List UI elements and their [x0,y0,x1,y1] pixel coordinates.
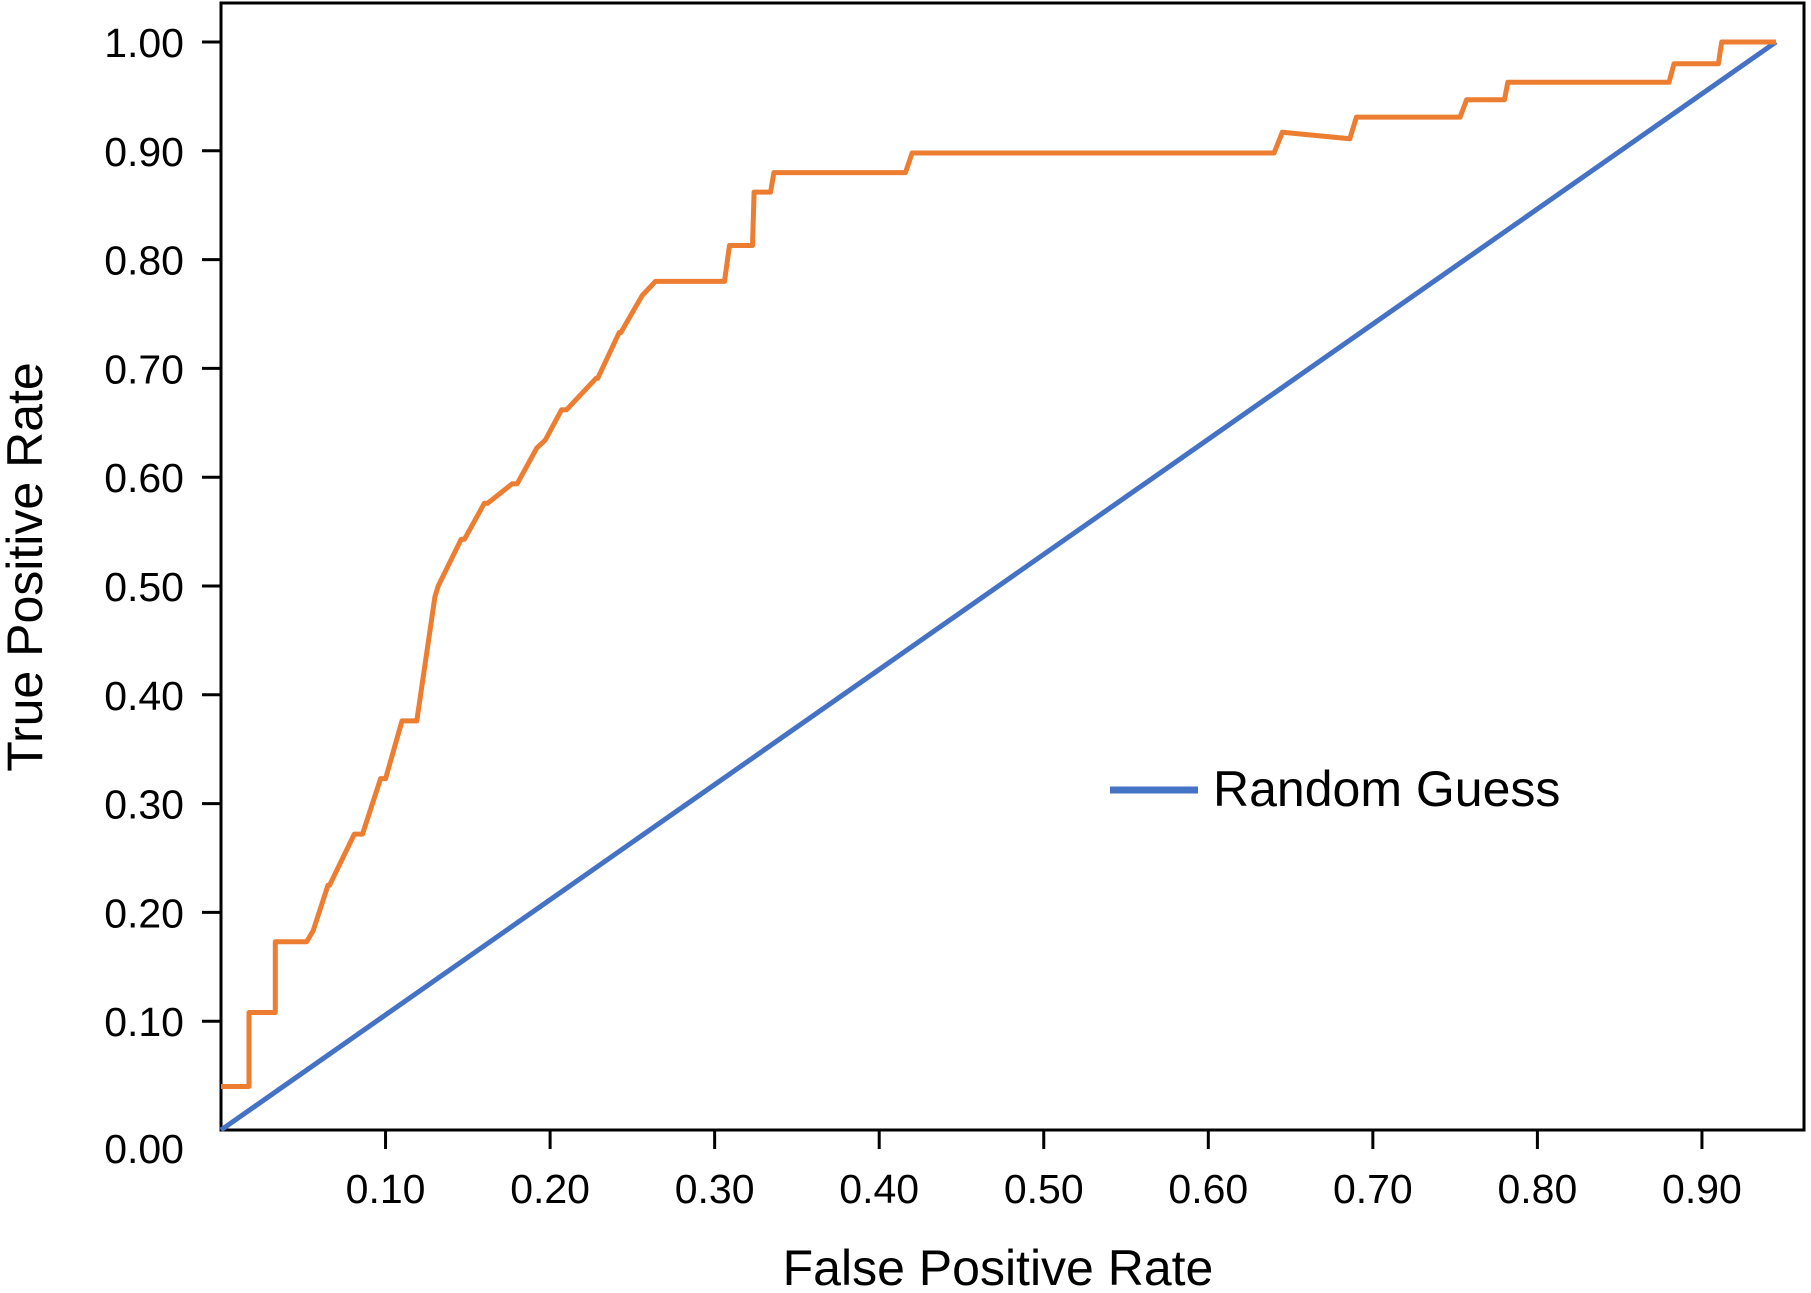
x-tick-label: 0.70 [1333,1166,1413,1212]
y-tick-label: 0.80 [104,238,184,284]
x-tick-label: 0.20 [510,1166,590,1212]
y-tick-label: 0.90 [104,129,184,175]
plot-frame [219,1,1806,1132]
x-tick-label: 0.80 [1497,1166,1577,1212]
x-tick-label: 0.50 [1004,1166,1084,1212]
x-tick-label: 0.40 [839,1166,919,1212]
legend: Random Guess [1110,761,1560,817]
y-tick-label: 0.20 [104,890,184,936]
x-tick-label: 0.30 [675,1166,755,1212]
series-line-random-guess [219,39,1778,1133]
y-axis-ticks: 0.10 0.20 0.30 0.40 0.50 0.60 0.70 0.80 0.90 1.00 [104,20,221,1045]
y-tick-label: 0.10 [104,999,184,1045]
x-tick-label: 0.90 [1662,1166,1742,1212]
x-axis-ticks: 0.10 0.20 0.30 0.40 0.50 0.60 0.70 0.80 0.90 [346,1130,1742,1212]
x-tick-label: 0.60 [1168,1166,1248,1212]
y-tick-label: 0.30 [104,782,184,828]
legend-label-random-guess: Random Guess [1213,761,1560,817]
y-tick-label: 0.50 [104,564,184,610]
y-axis-title: True Positive Rate [0,362,53,771]
y-tick-label: 0.70 [104,346,184,392]
y-tick-label: 0.40 [104,673,184,719]
x-axis-title: False Positive Rate [783,1240,1214,1293]
series-line-roc-curve [221,39,1776,1089]
x-tick-label: 0.10 [346,1166,426,1212]
origin-tick-label: 0.00 [104,1126,184,1172]
y-tick-label: 0.60 [104,455,184,501]
y-tick-label: 1.00 [104,20,184,66]
